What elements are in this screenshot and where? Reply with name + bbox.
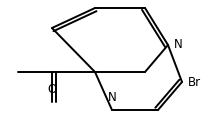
Text: Br: Br <box>188 76 201 88</box>
Text: N: N <box>108 91 116 104</box>
Text: N: N <box>174 39 183 51</box>
Text: O: O <box>47 83 57 96</box>
